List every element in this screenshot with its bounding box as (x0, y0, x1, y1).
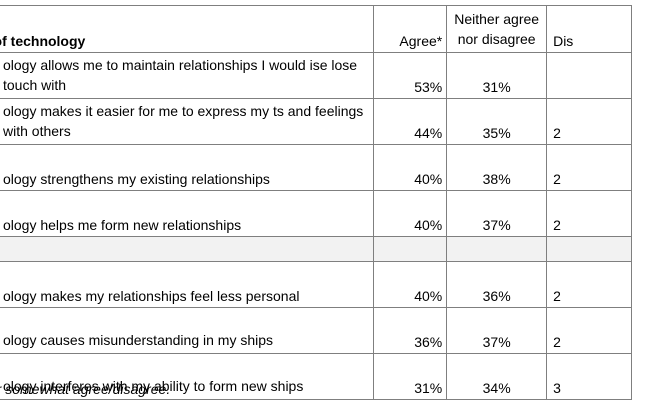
row-disagree: 2 (546, 144, 632, 191)
row-disagree: 2 (546, 98, 632, 145)
table-row: ology strengthens my existing relationsh… (0, 144, 632, 191)
row-statement: ology causes misunderstanding in my ship… (0, 307, 375, 354)
row-neither: 35% (446, 98, 548, 145)
divider-cell (0, 236, 375, 262)
table-row: ology makes it easier for me to express … (0, 98, 632, 145)
header-neither: Neither agree nor disagree (446, 5, 548, 53)
row-agree: 40% (373, 144, 448, 191)
footnote: y or somewhat agree/disagree. (0, 381, 171, 397)
row-statement: ology makes it easier for me to express … (0, 98, 375, 145)
section-divider-row (0, 236, 632, 262)
header-row: t of technology Agree* Neither agree nor… (0, 5, 632, 53)
row-disagree (546, 52, 632, 99)
row-statement: ology helps me form new relationships (0, 190, 375, 237)
row-agree: 53% (373, 52, 448, 99)
table-row: ology makes my relationships feel less p… (0, 261, 632, 308)
row-neither: 38% (446, 144, 548, 191)
row-neither: 36% (446, 261, 548, 308)
row-agree: 36% (373, 307, 448, 354)
row-statement: ology allows me to maintain relationship… (0, 52, 375, 99)
row-neither: 31% (446, 52, 548, 99)
row-neither: 37% (446, 307, 548, 354)
row-statement: ology interferes with my ability to form… (0, 353, 375, 400)
row-disagree: 2 (546, 190, 632, 237)
row-agree: 40% (373, 190, 448, 237)
survey-table: t of technology Agree* Neither agree nor… (0, 5, 632, 400)
header-disagree: Dis (546, 5, 632, 53)
row-neither: 34% (446, 353, 548, 400)
row-statement: ology makes my relationships feel less p… (0, 261, 375, 308)
table-row: ology allows me to maintain relationship… (0, 52, 632, 99)
row-agree: 31% (373, 353, 448, 400)
row-disagree: 2 (546, 261, 632, 308)
table-row: ology causes misunderstanding in my ship… (0, 307, 632, 354)
row-neither: 37% (446, 190, 548, 237)
table-row: ology interferes with my ability to form… (0, 353, 632, 400)
header-statement: t of technology (0, 5, 375, 53)
row-disagree: 3 (546, 353, 632, 400)
row-agree: 40% (373, 261, 448, 308)
table-row: ology helps me form new relationships 40… (0, 190, 632, 237)
row-statement: ology strengthens my existing relationsh… (0, 144, 375, 191)
divider-cell (546, 236, 632, 262)
row-disagree: 2 (546, 307, 632, 354)
row-agree: 44% (373, 98, 448, 145)
divider-cell (446, 236, 548, 262)
divider-cell (373, 236, 448, 262)
header-agree: Agree* (373, 5, 448, 53)
